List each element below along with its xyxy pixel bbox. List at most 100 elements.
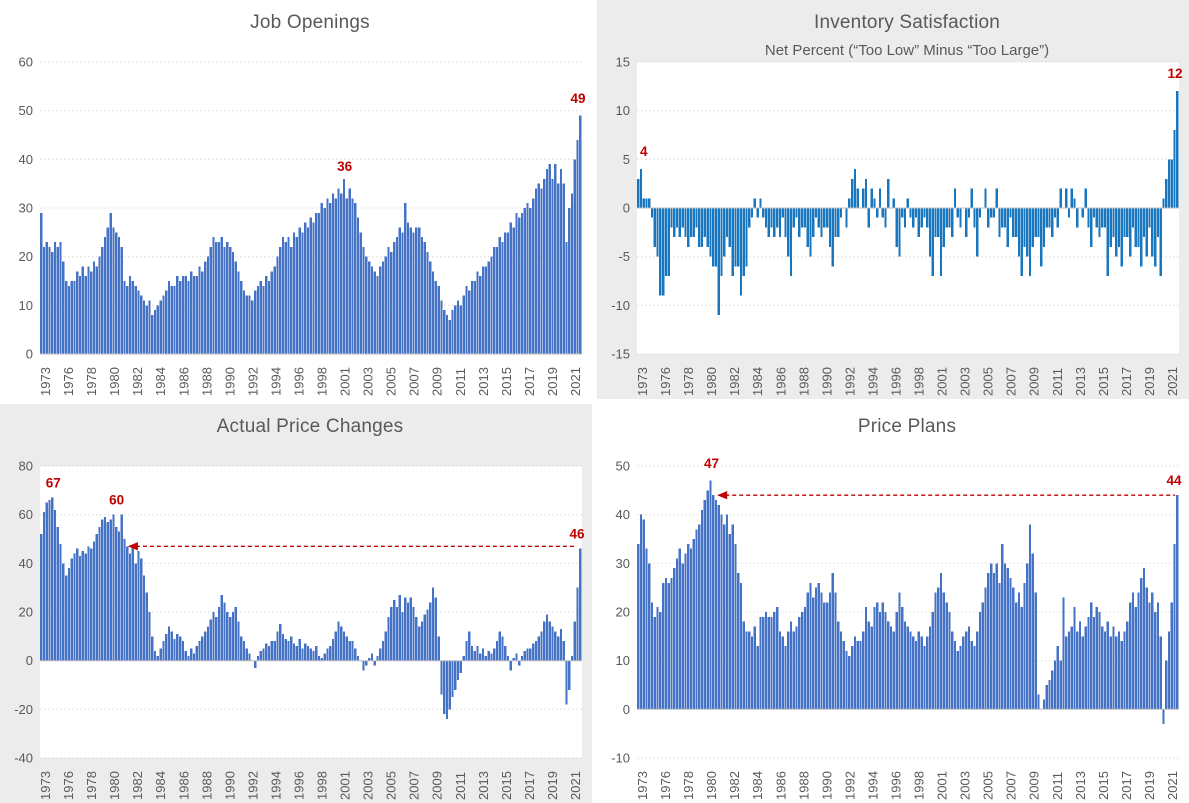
bar xyxy=(223,602,226,661)
bar xyxy=(773,208,776,238)
bar xyxy=(814,208,818,218)
bar xyxy=(481,266,485,354)
bar xyxy=(370,653,374,661)
bar xyxy=(1026,208,1029,257)
bar xyxy=(1073,198,1076,208)
bars xyxy=(40,497,582,720)
x-tick-label: 2011 xyxy=(453,368,468,396)
bar xyxy=(1009,208,1012,218)
bar xyxy=(778,631,782,710)
bar xyxy=(78,276,82,354)
bar xyxy=(798,616,801,710)
bar xyxy=(987,208,990,228)
chart-title-job-openings: Job Openings xyxy=(250,12,370,33)
bar xyxy=(487,650,490,661)
bar xyxy=(498,237,501,354)
x-tick-label: 2011 xyxy=(1050,772,1065,800)
bar xyxy=(1056,646,1059,710)
x-tick-label: 1984 xyxy=(153,771,168,800)
bar xyxy=(323,653,326,661)
bar xyxy=(1076,208,1079,228)
bar xyxy=(978,612,982,710)
bar xyxy=(148,612,151,661)
bar xyxy=(342,631,346,661)
bar xyxy=(504,232,507,354)
bar xyxy=(184,650,187,661)
bar xyxy=(762,616,765,710)
x-tick-label: 2007 xyxy=(407,771,422,800)
bar xyxy=(1067,631,1071,710)
y-tick-label: 10 xyxy=(19,298,33,313)
bar xyxy=(637,178,640,208)
y-tick-label: 0 xyxy=(26,347,33,362)
bar xyxy=(120,246,123,354)
data-label-annotation: 44 xyxy=(1166,473,1182,488)
bar xyxy=(1053,208,1057,218)
bar xyxy=(989,563,993,710)
bar xyxy=(1123,631,1126,710)
bar xyxy=(692,539,695,710)
bar xyxy=(545,614,549,661)
x-tick-label: 1984 xyxy=(750,367,765,396)
bar xyxy=(773,612,776,710)
bar xyxy=(1042,208,1046,247)
bar xyxy=(1153,208,1157,267)
data-label-annotation: 46 xyxy=(569,527,585,542)
bar xyxy=(576,139,579,354)
bar xyxy=(81,551,84,661)
bar xyxy=(659,612,662,710)
bar xyxy=(262,285,265,354)
y-tick-label: 40 xyxy=(616,507,630,522)
bar xyxy=(1092,616,1096,710)
bar xyxy=(65,575,68,661)
bar xyxy=(329,646,332,661)
bar xyxy=(404,203,407,354)
bar xyxy=(267,281,271,354)
x-tick-label: 1978 xyxy=(84,771,99,800)
bar xyxy=(67,568,71,661)
bar xyxy=(190,271,193,354)
bar xyxy=(315,212,318,354)
bar xyxy=(731,524,734,710)
bar xyxy=(476,646,479,661)
bar xyxy=(1006,568,1009,710)
bar xyxy=(1123,208,1126,238)
bar xyxy=(784,646,787,710)
bar xyxy=(48,246,51,354)
bar xyxy=(254,290,257,354)
bar xyxy=(770,616,773,710)
bar xyxy=(470,281,474,354)
bar xyxy=(862,188,865,208)
bar xyxy=(515,212,518,354)
bar xyxy=(45,242,48,354)
x-tick-label: 2003 xyxy=(361,367,376,396)
bar xyxy=(565,660,568,705)
bar xyxy=(742,208,745,277)
bar xyxy=(515,653,518,661)
bar xyxy=(864,178,868,208)
bar xyxy=(1076,631,1079,710)
bar xyxy=(1028,208,1032,277)
bar xyxy=(1167,631,1171,710)
x-tick-label: 2009 xyxy=(430,367,445,396)
bar xyxy=(976,631,979,710)
x-tick-label: 1978 xyxy=(681,367,696,396)
bar xyxy=(123,539,126,661)
bar xyxy=(112,227,115,354)
x-tick-label: 2001 xyxy=(935,771,950,800)
bar xyxy=(495,641,499,661)
y-tick-label: -15 xyxy=(611,347,630,362)
bar xyxy=(326,198,329,354)
data-label-annotation: 12 xyxy=(1167,66,1182,81)
bar xyxy=(1059,660,1062,710)
bar xyxy=(764,612,768,710)
bar xyxy=(828,208,832,247)
bar xyxy=(1148,208,1151,228)
bar xyxy=(506,655,510,661)
bar xyxy=(51,497,54,661)
bar xyxy=(548,621,551,661)
bar xyxy=(354,203,357,354)
bar xyxy=(1120,641,1123,710)
bar xyxy=(681,563,684,710)
bar xyxy=(1151,592,1154,710)
